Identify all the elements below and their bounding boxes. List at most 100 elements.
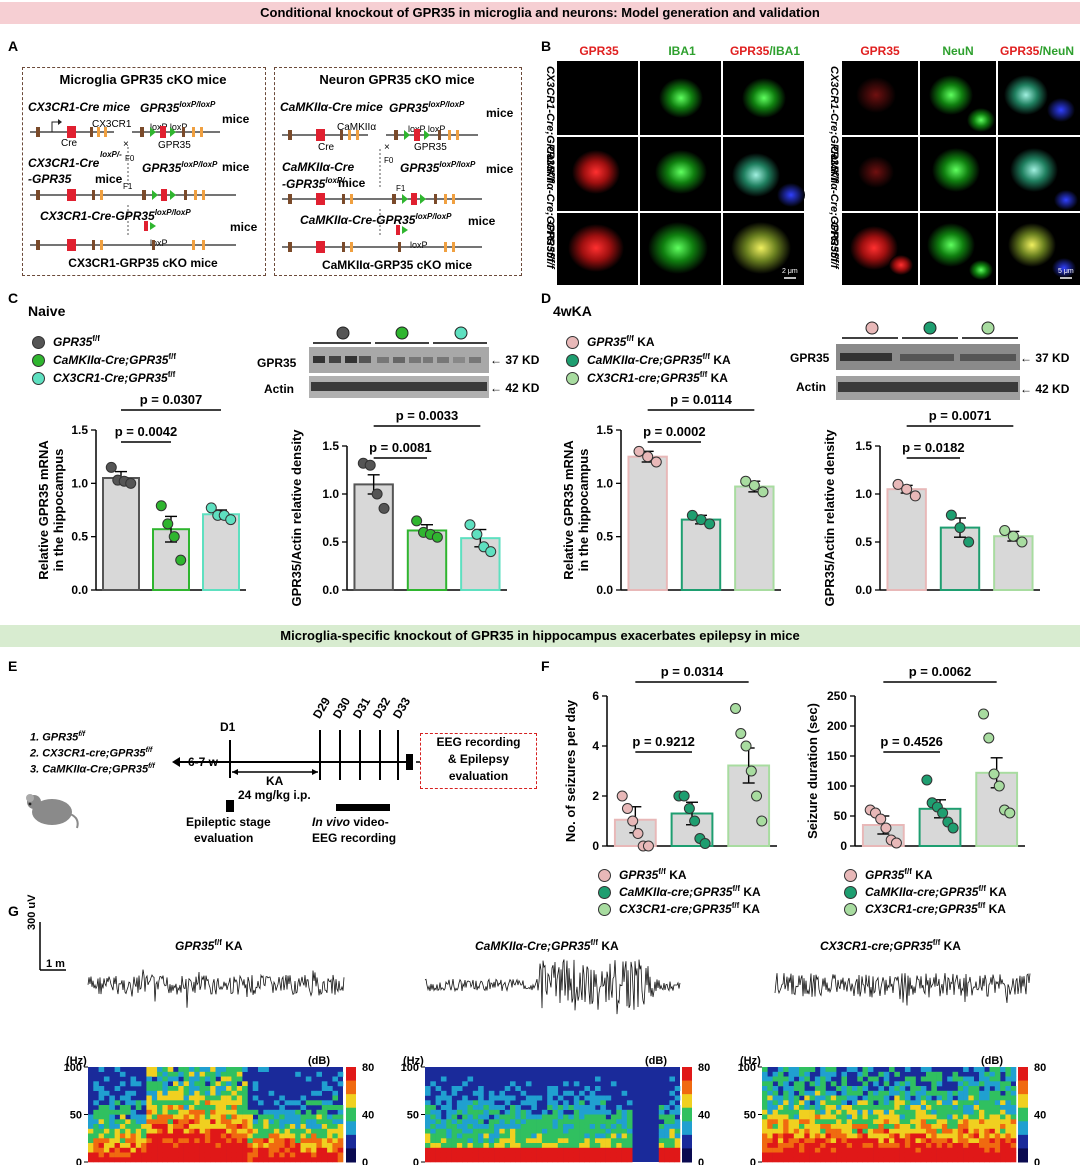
spectrogram-cell — [910, 1114, 916, 1120]
spectrogram-cell — [162, 1152, 168, 1158]
spectrogram-cell — [220, 1081, 227, 1087]
f0-label: F0 — [125, 154, 135, 163]
spectrogram-cell — [504, 1143, 511, 1148]
spectrogram-cell — [316, 1109, 322, 1115]
spectrogram-cell — [862, 1105, 869, 1110]
spectrogram-cell — [220, 1147, 227, 1153]
spectrogram-cell — [968, 1100, 974, 1106]
d-legend-2: CaMKIIα-Cre;GPR35f/f KA — [566, 352, 731, 368]
micrograph-grid — [557, 61, 1080, 285]
spectrogram-cell — [846, 1147, 853, 1153]
spectrogram-cell — [857, 1076, 863, 1082]
spectrogram-cell — [321, 1147, 328, 1153]
het-line1: CX3CR1-Cre — [28, 156, 100, 170]
spectrogram-cell — [483, 1152, 489, 1158]
spectrogram-cell — [973, 1109, 980, 1115]
spectrogram-cell — [788, 1119, 795, 1125]
spectrogram-cell — [125, 1090, 131, 1096]
spectrogram-cell — [210, 1133, 216, 1139]
spectrogram-cell — [994, 1076, 1001, 1082]
spectrogram-cell — [263, 1067, 269, 1072]
y-tick-label: 1.5 — [596, 423, 613, 437]
spectrogram-cell — [973, 1157, 980, 1163]
spectrogram-cell — [899, 1086, 906, 1091]
spectrogram-cell — [311, 1143, 317, 1148]
spectrogram-cell — [889, 1133, 895, 1139]
spectrogram-cell — [178, 1124, 184, 1129]
spectrogram-cell — [531, 1147, 537, 1153]
spectrogram-cell — [573, 1124, 580, 1129]
spectrogram-cell — [210, 1119, 216, 1125]
spectrogram-y-tick: 100 — [738, 1062, 756, 1074]
spectrogram-cell — [804, 1095, 810, 1101]
spectrogram-cell — [894, 1100, 900, 1106]
spectrogram-cell — [295, 1124, 301, 1129]
spectrogram-cell — [804, 1157, 810, 1163]
spectrogram-cell — [525, 1143, 532, 1148]
spectrogram-cell — [1010, 1147, 1017, 1153]
spectrogram-cell — [589, 1095, 596, 1101]
spectrogram-cell — [151, 1147, 158, 1153]
spectrogram-cell — [130, 1152, 137, 1158]
spectrogram-cell — [994, 1124, 1001, 1129]
spectrogram-cell — [178, 1143, 184, 1148]
spectrogram-cell — [589, 1143, 596, 1148]
spectrogram-cell — [957, 1109, 964, 1115]
spectrogram-cell — [595, 1157, 601, 1163]
spectrogram-cell — [183, 1133, 190, 1139]
spectrogram-cell — [199, 1138, 206, 1144]
spectrogram-cell — [926, 1090, 932, 1096]
spectrogram-cell — [321, 1133, 328, 1139]
spectrogram-cell — [472, 1147, 479, 1153]
spectrogram-cell — [103, 1133, 110, 1139]
spectrogram-cell — [130, 1147, 137, 1153]
spectrogram-cell — [300, 1095, 307, 1101]
spectrogram-cell — [258, 1114, 264, 1120]
spectrogram-cell — [846, 1109, 853, 1115]
colorbar-tick: 0 — [362, 1157, 368, 1165]
spectrogram-cell — [103, 1147, 110, 1153]
spectrogram-cell — [931, 1138, 937, 1144]
spectrogram-cell — [337, 1109, 344, 1115]
p-value-label: p = 0.9212 — [632, 734, 695, 749]
spectrogram-cell — [220, 1152, 227, 1158]
spectrogram-cell — [109, 1143, 115, 1148]
colorbar-segment — [1018, 1094, 1028, 1109]
spectrogram-cell — [451, 1143, 458, 1148]
spectrogram-cell — [236, 1109, 243, 1115]
spectrogram-cell — [610, 1133, 617, 1139]
spectrogram-cell — [552, 1138, 559, 1144]
spectrogram-cell — [525, 1133, 532, 1139]
spectrogram-cell — [809, 1095, 816, 1101]
spectrogram-cell — [867, 1124, 874, 1129]
spectrogram-cell — [941, 1105, 948, 1110]
spectrogram-cell — [226, 1086, 232, 1091]
spectrogram-cell — [472, 1138, 479, 1144]
spectrogram-cell — [109, 1119, 115, 1125]
spectrogram-cell — [305, 1138, 312, 1144]
spectrogram-cell — [1010, 1133, 1017, 1139]
spectrogram-cell — [674, 1138, 681, 1144]
spectrogram-cell — [504, 1138, 511, 1144]
spectrogram-cell — [252, 1128, 259, 1134]
spectrogram-cell — [146, 1071, 152, 1077]
spectrogram-cell — [910, 1090, 916, 1096]
spectrogram-cell — [268, 1119, 275, 1125]
spectrogram-cell — [440, 1124, 447, 1129]
spectrogram-cell — [525, 1138, 532, 1144]
spectrogram-cell — [605, 1109, 612, 1115]
spectrogram-cell — [173, 1086, 179, 1091]
spectrogram-cell — [957, 1138, 964, 1144]
spectrogram-cell — [825, 1090, 832, 1096]
spectrogram-cell — [788, 1076, 795, 1082]
spectrogram-cell — [462, 1157, 468, 1163]
spectrogram-cell — [157, 1114, 163, 1120]
spectrogram-cell — [830, 1100, 837, 1106]
spectrogram-cell — [130, 1114, 137, 1120]
spectrogram-cell — [889, 1128, 895, 1134]
spectrogram-cell — [178, 1133, 184, 1139]
spectrogram-cell — [327, 1143, 333, 1148]
spectrogram-cell — [767, 1095, 773, 1101]
spectrogram-cell — [146, 1124, 152, 1129]
spectrogram-cell — [531, 1095, 537, 1101]
